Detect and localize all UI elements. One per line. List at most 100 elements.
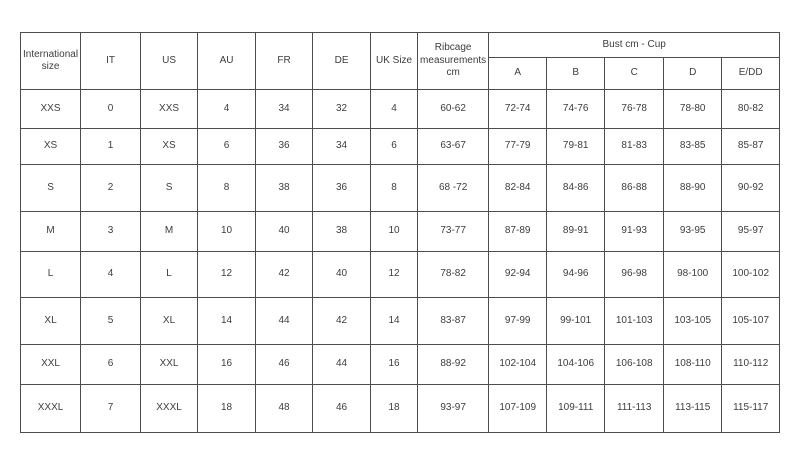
table-cell: 110-112 (721, 344, 781, 385)
table-cell: M (19, 211, 82, 252)
table-cell: 113-115 (663, 384, 723, 433)
table-cell: 115-117 (721, 384, 781, 433)
table-cell: 6 (197, 128, 257, 165)
table-cell: XL (19, 297, 82, 345)
table-cell: 109-111 (546, 384, 606, 433)
table-cell: 40 (255, 211, 314, 252)
table-cell: XS (19, 128, 82, 165)
table-cell: 89-91 (546, 211, 606, 252)
table-cell: S (19, 164, 82, 212)
table-cell: 99-101 (546, 297, 606, 345)
header-row-main: International size IT US AU FR DE UK Siz… (19, 32, 781, 90)
table-row: XS 1 XS 6 36 34 6 63-67 77-79 79-81 81-83 83-85 85-8… (19, 128, 781, 165)
table-cell: 14 (197, 297, 257, 345)
table-cell: 18 (370, 384, 419, 433)
table-cell: 108-110 (663, 344, 723, 385)
column-header-cup-b: B (546, 57, 606, 90)
table-row: XXL 6 XXL 16 46 44 16 88-92 102-104 104-106 106-10… (19, 344, 781, 385)
table-cell: 95-97 (721, 211, 781, 252)
column-header-uk-size: UK Size (370, 32, 419, 90)
table-cell: 14 (370, 297, 419, 345)
table-cell: 81-83 (604, 128, 665, 165)
column-header-cup-c: C (604, 57, 665, 90)
table-cell: 16 (370, 344, 419, 385)
table-cell: 94-96 (546, 251, 606, 298)
table-cell: S (140, 164, 199, 212)
column-header-cup-d: D (663, 57, 723, 90)
table-cell: 96-98 (604, 251, 665, 298)
table-cell: XXS (19, 89, 82, 129)
table-cell: 79-81 (546, 128, 606, 165)
table-cell: 18 (197, 384, 257, 433)
table-cell: 93-97 (417, 384, 490, 433)
table-cell: XS (140, 128, 199, 165)
table-cell: 101-103 (604, 297, 665, 345)
table-cell: 83-85 (663, 128, 723, 165)
table-cell: 98-100 (663, 251, 723, 298)
table-cell: 78-80 (663, 89, 723, 129)
table-cell: 63-67 (417, 128, 490, 165)
column-header-cup-e-dd: E/DD (721, 57, 781, 90)
table-cell: 102-104 (488, 344, 548, 385)
table-cell: L (19, 251, 82, 298)
table-cell: 84-86 (546, 164, 606, 212)
table-cell: 1 (80, 128, 142, 165)
table-cell: 93-95 (663, 211, 723, 252)
table-cell: 0 (80, 89, 142, 129)
table-cell: 38 (255, 164, 314, 212)
table-cell: 72-74 (488, 89, 548, 129)
table-cell: 48 (255, 384, 314, 433)
table-row: XXXL 7 XXXL 18 48 46 18 93-97 107-109 109-111 111-… (19, 384, 781, 433)
table-cell: XXL (19, 344, 82, 385)
table-cell: XXL (140, 344, 199, 385)
table-cell: 10 (197, 211, 257, 252)
header-row-cups: A B C D E/DD (21, 57, 781, 90)
table-cell: 92-94 (488, 251, 548, 298)
table-cell: 7 (80, 384, 142, 433)
table-cell: 36 (312, 164, 372, 212)
table-cell: 8 (370, 164, 419, 212)
table-cell: 32 (312, 89, 372, 129)
table-cell: 44 (255, 297, 314, 345)
table-cell: 77-79 (488, 128, 548, 165)
table-cell: 40 (312, 251, 372, 298)
table-cell: 3 (80, 211, 142, 252)
table-cell: 85-87 (721, 128, 781, 165)
table-cell: 88-92 (417, 344, 490, 385)
table-cell: 87-89 (488, 211, 548, 252)
column-header-it: IT (80, 32, 142, 90)
column-header-de: DE (312, 32, 372, 90)
column-header-au: AU (197, 32, 257, 90)
table-cell: 73-77 (417, 211, 490, 252)
size-conversion-table: International size IT US AU FR DE UK Siz… (19, 32, 781, 433)
table-cell: 76-78 (604, 89, 665, 129)
table-cell: 38 (312, 211, 372, 252)
column-header-us: US (140, 32, 199, 90)
table-cell: XXS (140, 89, 199, 129)
table-cell: L (140, 251, 199, 298)
table-cell: 74-76 (546, 89, 606, 129)
column-header-ribcage: Ribcage measurements cm (417, 32, 490, 90)
table-cell: 12 (370, 251, 419, 298)
table-body: XXS 0 XXS 4 34 32 4 60-62 72-74 74-76 76-78 78-80 80… (19, 89, 781, 433)
table-cell: 42 (255, 251, 314, 298)
table-cell: 97-99 (488, 297, 548, 345)
table-row: XXS 0 XXS 4 34 32 4 60-62 72-74 74-76 76-78 78-80 80… (19, 89, 781, 129)
table-cell: 83-87 (417, 297, 490, 345)
table-cell: M (140, 211, 199, 252)
table-cell: 46 (312, 384, 372, 433)
table-cell: 86-88 (604, 164, 665, 212)
table-cell: 6 (370, 128, 419, 165)
table-cell: 8 (197, 164, 257, 212)
table-cell: 10 (370, 211, 419, 252)
table-cell: 46 (255, 344, 314, 385)
table-cell: XL (140, 297, 199, 345)
table-cell: 107-109 (488, 384, 548, 433)
table-cell: 105-107 (721, 297, 781, 345)
table-cell: 12 (197, 251, 257, 298)
table-cell: 88-90 (663, 164, 723, 212)
table-cell: 36 (255, 128, 314, 165)
table-cell: 4 (197, 89, 257, 129)
column-header-international-size: International size (19, 32, 82, 90)
table-cell: 106-108 (604, 344, 665, 385)
